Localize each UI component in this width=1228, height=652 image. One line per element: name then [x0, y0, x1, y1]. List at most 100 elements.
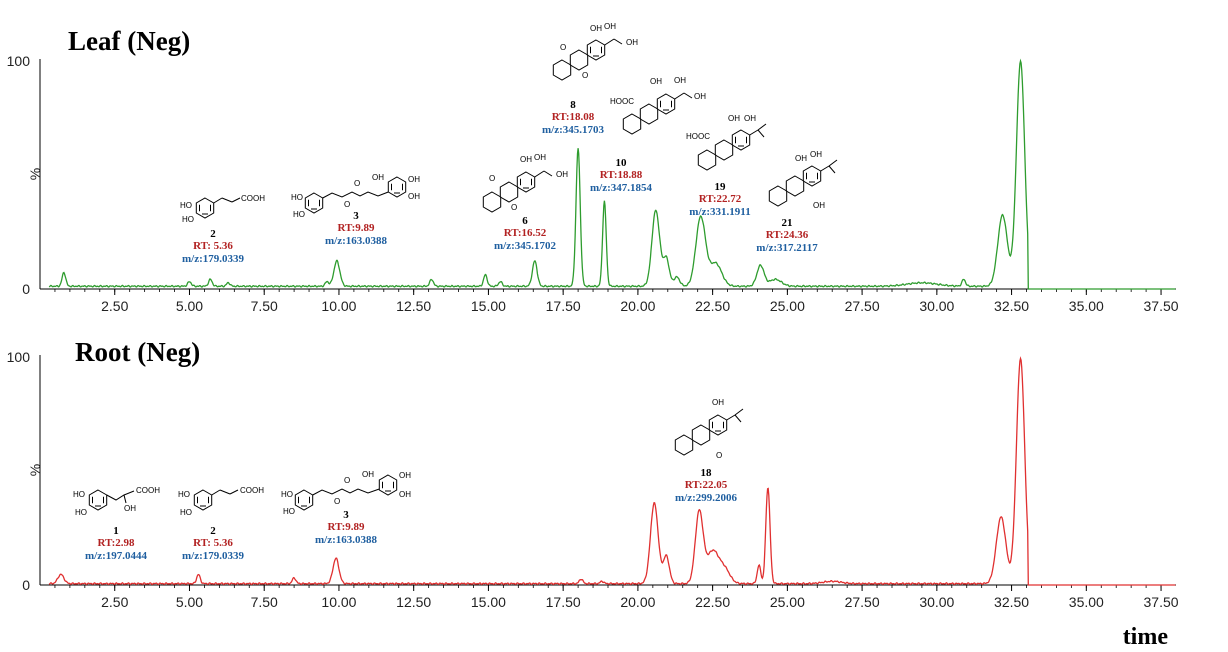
- root-rt-label-18: RT:22.05: [685, 479, 728, 491]
- leaf-s10-oh1: OH: [650, 77, 662, 86]
- root-xtick-label: 20.00: [620, 594, 655, 610]
- root-compound-number-1: 1: [113, 525, 119, 537]
- root-xtick-label: 32.50: [994, 594, 1029, 610]
- leaf-s6-oh2: OH: [534, 153, 546, 162]
- root-compound-number-3: 3: [343, 509, 349, 521]
- leaf-compound-number-10: 10: [616, 157, 628, 169]
- leaf-s19-hooc: HOOC: [686, 132, 710, 141]
- leaf-s8-o2: O: [582, 71, 588, 80]
- root-s3-oh3: OH: [362, 470, 374, 479]
- leaf-rt-label-8: RT:18.08: [552, 111, 595, 123]
- leaf-structure-3: HO HO OH OH O OH O: [291, 173, 420, 219]
- leaf-compound-number-2: 2: [210, 228, 216, 240]
- root-s2-cooh: COOH: [240, 486, 264, 495]
- leaf-s3-o2: O: [354, 179, 360, 188]
- leaf-ylabel: %: [27, 168, 43, 180]
- leaf-rt-label-2: RT: 5.36: [193, 240, 233, 252]
- root-structure-18: OH O: [674, 398, 744, 460]
- root-rt-label-2: RT: 5.36: [193, 537, 233, 549]
- leaf-xtick-label: 30.00: [919, 298, 954, 314]
- leaf-s21-oh2: OH: [810, 150, 822, 159]
- leaf-s19-oh1: OH: [728, 114, 740, 123]
- root-s1-ho2: HO: [75, 508, 87, 517]
- root-s3-oh2: OH: [399, 490, 411, 499]
- leaf-s6-o1: O: [489, 174, 495, 183]
- leaf-s19-oh2: OH: [744, 114, 756, 123]
- leaf-s2-cooh: COOH: [241, 194, 265, 203]
- leaf-xtick-label: 2.50: [101, 298, 128, 314]
- leaf-x-tick-labels: 2.50 5.00 7.50 10.00 12.50 15.00 17.50 20.00 22.…: [101, 289, 1179, 314]
- leaf-s8-oh1: OH: [590, 24, 602, 33]
- root-mz-label-3: m/z:163.0388: [315, 534, 378, 546]
- leaf-structure-19: OH HOOC OH: [686, 114, 767, 171]
- root-x-tick-labels: 2.50 5.00 7.50 10.00 12.50 15.00 17.50 20.00 22.…: [101, 585, 1179, 610]
- root-compound-number-18: 18: [701, 467, 713, 479]
- leaf-s6-oh1: OH: [520, 155, 532, 164]
- root-xlabel: time: [1123, 624, 1169, 650]
- leaf-compound-number-3: 3: [353, 210, 359, 222]
- root-xtick-label: 35.00: [1069, 594, 1104, 610]
- leaf-mz-label-3: m/z:163.0388: [325, 235, 388, 247]
- leaf-mz-label-10: m/z:347.1854: [590, 182, 653, 194]
- leaf-annotation-compound-6: OH OH OH O O 6 RT:16.52 m/z:345.1702: [482, 153, 568, 252]
- root-s3-o2: O: [344, 476, 350, 485]
- leaf-chromatogram-trace: [48, 58, 1176, 290]
- leaf-xtick-label: 5.00: [176, 298, 203, 314]
- leaf-mz-label-21: m/z:317.2117: [756, 242, 818, 254]
- leaf-s8-o1: O: [560, 43, 566, 52]
- root-compound-number-2: 2: [210, 525, 216, 537]
- leaf-s6-o2: O: [511, 203, 517, 212]
- leaf-xtick-label: 25.00: [770, 298, 805, 314]
- root-s3-o1: O: [334, 497, 340, 506]
- root-mz-label-1: m/z:197.0444: [85, 550, 148, 562]
- root-annotation-compound-18: OH O 18 RT:22.05 m/z:299.2006: [674, 398, 744, 504]
- leaf-s2-ho2: HO: [182, 215, 194, 224]
- root-annotation-compound-2: HO HO COOH 2 RT: 5.36 m/z:179.0339: [178, 486, 264, 562]
- leaf-annotation-compound-10: OH OH OH HOOC 10 RT:18.88 m/z:347.1854: [590, 76, 706, 194]
- leaf-xtick-label: 7.50: [251, 298, 278, 314]
- root-structure-2: HO HO COOH: [178, 486, 264, 517]
- root-xtick-label: 17.50: [546, 594, 581, 610]
- root-ytick-0: 0: [22, 577, 30, 593]
- root-xtick-label: 2.50: [101, 594, 128, 610]
- leaf-s8-oh2: OH: [604, 22, 616, 31]
- leaf-s21-oh1: OH: [795, 154, 807, 163]
- leaf-xtick-label: 10.00: [321, 298, 356, 314]
- root-s2-ho2: HO: [180, 508, 192, 517]
- root-xtick-label: 25.00: [770, 594, 805, 610]
- leaf-s6-oh3: OH: [556, 170, 568, 179]
- leaf-xtick-label: 35.00: [1069, 298, 1104, 314]
- leaf-rt-label-10: RT:18.88: [600, 169, 643, 181]
- root-structure-3: HO HO OH OH O OH O: [281, 470, 411, 516]
- root-s3-ho2: HO: [283, 507, 295, 516]
- root-annotation-compound-1: HO HO COOH OH 1 RT:2.98 m/z:197.0444: [73, 486, 160, 562]
- leaf-rt-label-6: RT:16.52: [504, 227, 547, 239]
- root-mz-label-18: m/z:299.2006: [675, 492, 738, 504]
- leaf-compound-number-8: 8: [570, 99, 576, 111]
- root-s1-ho1: HO: [73, 490, 85, 499]
- leaf-s21-oh3: OH: [813, 201, 825, 210]
- root-s18-o: O: [716, 451, 722, 460]
- root-structure-1: HO HO COOH OH: [73, 486, 160, 517]
- root-ytick-100: 100: [7, 349, 31, 365]
- leaf-compound-number-21: 21: [782, 217, 793, 229]
- leaf-xtick-label: 32.50: [994, 298, 1029, 314]
- root-xtick-label: 5.00: [176, 594, 203, 610]
- leaf-s10-oh2: OH: [674, 76, 686, 85]
- leaf-s3-oh2: OH: [408, 192, 420, 201]
- root-s1-cooh: COOH: [136, 486, 160, 495]
- leaf-structure-6: OH OH OH O O: [482, 153, 568, 213]
- leaf-rt-label-21: RT:24.36: [766, 229, 809, 241]
- root-s3-ho1: HO: [281, 490, 293, 499]
- root-xtick-label: 22.50: [695, 594, 730, 610]
- leaf-annotation-compound-2: HO HO COOH 2 RT: 5.36 m/z:179.0339: [180, 194, 265, 265]
- leaf-s3-oh1: OH: [408, 175, 420, 184]
- leaf-title: Leaf (Neg): [68, 26, 190, 56]
- root-rt-label-3: RT:9.89: [328, 521, 365, 533]
- leaf-s8-oh3: OH: [626, 38, 638, 47]
- leaf-annotation-compound-21: OH OH OH 21 RT:24.36 m/z:317.2117: [756, 150, 838, 254]
- leaf-s3-ho1: HO: [291, 193, 303, 202]
- leaf-structure-10: OH OH OH HOOC: [610, 76, 706, 135]
- leaf-mz-label-8: m/z:345.1703: [542, 124, 605, 136]
